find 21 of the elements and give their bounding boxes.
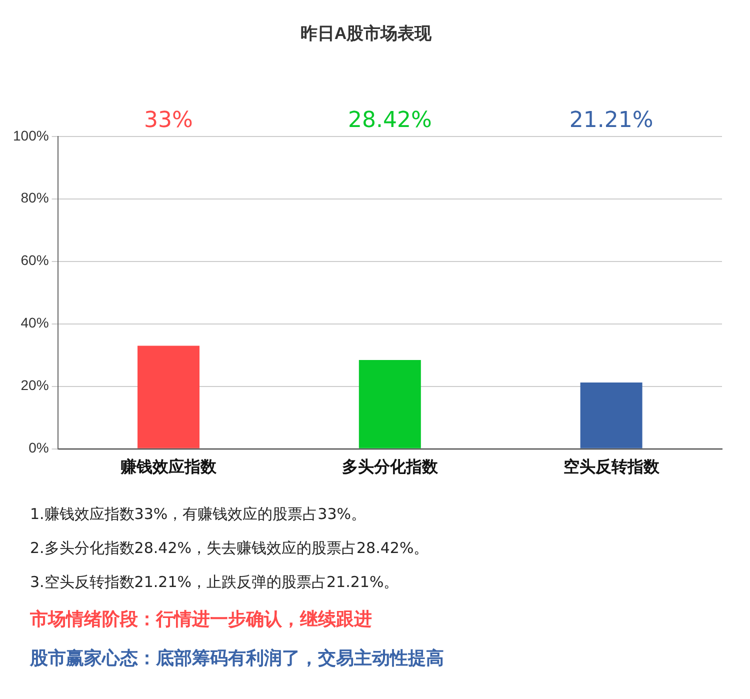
x-tick-label: 多头分化指数 [342,458,439,476]
y-tick-label: 100% [12,127,49,144]
y-tick-label: 20% [20,377,49,394]
x-tick-label: 赚钱效应指数 [120,456,218,476]
chart-title: 昨日A股市场表现 [300,24,433,43]
bar [138,346,200,448]
y-tick-label: 60% [20,252,49,268]
y-tick-label: 0% [28,440,49,456]
text: 股市赢家心态：底部筹码有利润了，交易主动性提高 [30,647,445,670]
text: 1.赚钱效应指数33%，有赚钱效应的股票占33%。 [30,505,367,524]
bar [580,382,642,448]
text: 33% [144,108,193,134]
y-tick-label: 80% [20,190,49,206]
text: 28.42% [348,108,432,134]
text: 21.21% [569,108,654,134]
text: 市场情绪阶段：行情进一步确认，继续跟进 [30,608,373,631]
text: 3.空头反转指数21.21%，止跌反弹的股票占21.21%。 [30,573,400,592]
y-tick-label: 40% [20,314,49,331]
text: 2.多头分化指数28.42%，失去赚钱效应的股票占28.42%。 [30,539,430,558]
x-tick-label: 空头反转指数 [563,458,660,476]
bar [358,360,421,448]
